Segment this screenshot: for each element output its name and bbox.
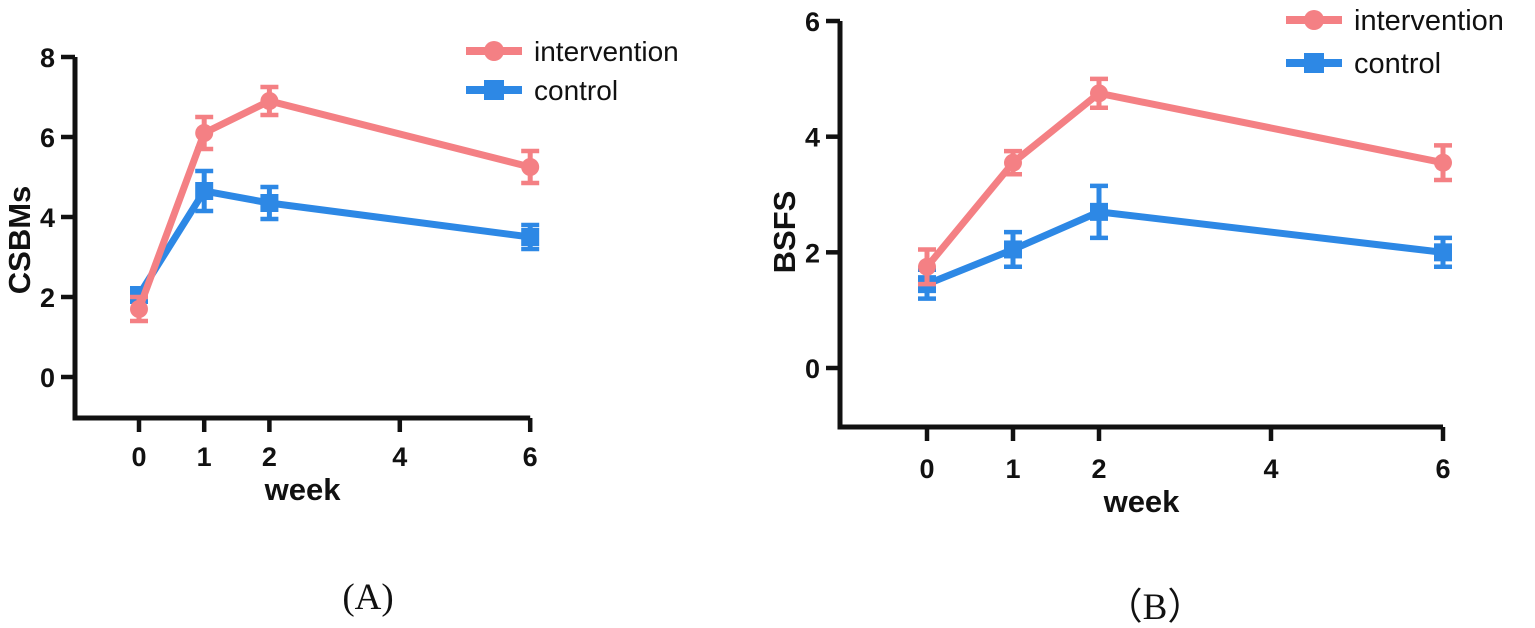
legend-label-intervention: intervention — [534, 36, 679, 67]
legend-item-intervention: intervention — [1286, 5, 1504, 37]
series-line-intervention — [135, 97, 532, 311]
x-tick-label: 4 — [392, 442, 407, 472]
x-tick-label: 6 — [1435, 454, 1450, 484]
legend-item-control: control — [466, 75, 618, 106]
chart-panel-b: 0 2 4 6 0 1 2 4 6 BSFS week intervention control — [767, 5, 1504, 519]
legend-label-control: control — [1354, 48, 1441, 80]
data-point-marker — [521, 228, 540, 246]
legend-label-intervention: intervention — [1354, 5, 1504, 37]
data-point-marker — [1434, 243, 1452, 262]
y-tick-label: 2 — [40, 283, 55, 313]
data-point-marker — [1004, 240, 1022, 259]
y-tick-label: 2 — [805, 238, 820, 268]
legend-swatch-square-icon — [484, 80, 504, 100]
caption-panel-b: （B） — [1105, 587, 1205, 628]
series-intervention — [918, 76, 1452, 287]
caption-panel-a: (A) — [342, 577, 394, 618]
series-control — [918, 183, 1452, 301]
data-point-marker — [1090, 84, 1108, 103]
series-line-control — [136, 187, 531, 297]
x-tick-label: 6 — [523, 442, 538, 472]
y-tick-label: 8 — [40, 43, 55, 73]
y-tick-label: 6 — [805, 7, 820, 37]
data-point-marker — [1090, 202, 1108, 221]
legend-swatch-circle-icon — [484, 41, 504, 61]
axis-label-x: week — [264, 472, 342, 507]
legend-item-intervention: intervention — [466, 36, 679, 67]
x-tick-label: 1 — [1005, 454, 1020, 484]
data-point-marker — [918, 257, 936, 276]
x-tick-label: 0 — [131, 442, 146, 472]
series-intervention — [130, 84, 540, 324]
legend-swatch-circle-icon — [1304, 10, 1324, 30]
data-point-marker — [521, 158, 540, 176]
axis-label-y: BSFS — [767, 191, 802, 274]
x-tick-label: 4 — [1263, 454, 1278, 484]
y-tick-label: 0 — [805, 354, 820, 384]
x-tick-label: 1 — [197, 442, 212, 472]
data-point-marker — [260, 194, 279, 212]
data-point-marker — [130, 300, 148, 318]
x-tick-label: 0 — [919, 454, 934, 484]
data-point-marker — [1004, 153, 1022, 172]
y-tick-label: 4 — [805, 123, 820, 153]
chart-panel-a: 0 2 4 6 8 0 1 2 4 6 CSBMs week intervention control — [2, 36, 679, 507]
data-point-marker — [195, 124, 214, 142]
x-tick-label: 2 — [262, 442, 277, 472]
y-tick-label: 4 — [40, 203, 55, 233]
axis-label-x: week — [1103, 484, 1181, 519]
legend-swatch-square-icon — [1304, 53, 1324, 73]
series-control — [130, 168, 540, 304]
legend-label-control: control — [534, 75, 618, 106]
data-point-marker — [195, 182, 214, 200]
axis-label-y: CSBMs — [2, 186, 37, 295]
series-line-intervention — [924, 89, 1444, 270]
legend-item-control: control — [1286, 48, 1441, 80]
x-tick-label: 2 — [1091, 454, 1106, 484]
axes — [72, 57, 531, 421]
axes — [837, 21, 1443, 430]
data-point-marker — [260, 92, 279, 110]
series-line-control — [925, 208, 1444, 288]
data-point-marker — [1434, 153, 1452, 172]
y-tick-label: 0 — [40, 363, 55, 393]
y-tick-label: 6 — [40, 123, 55, 153]
